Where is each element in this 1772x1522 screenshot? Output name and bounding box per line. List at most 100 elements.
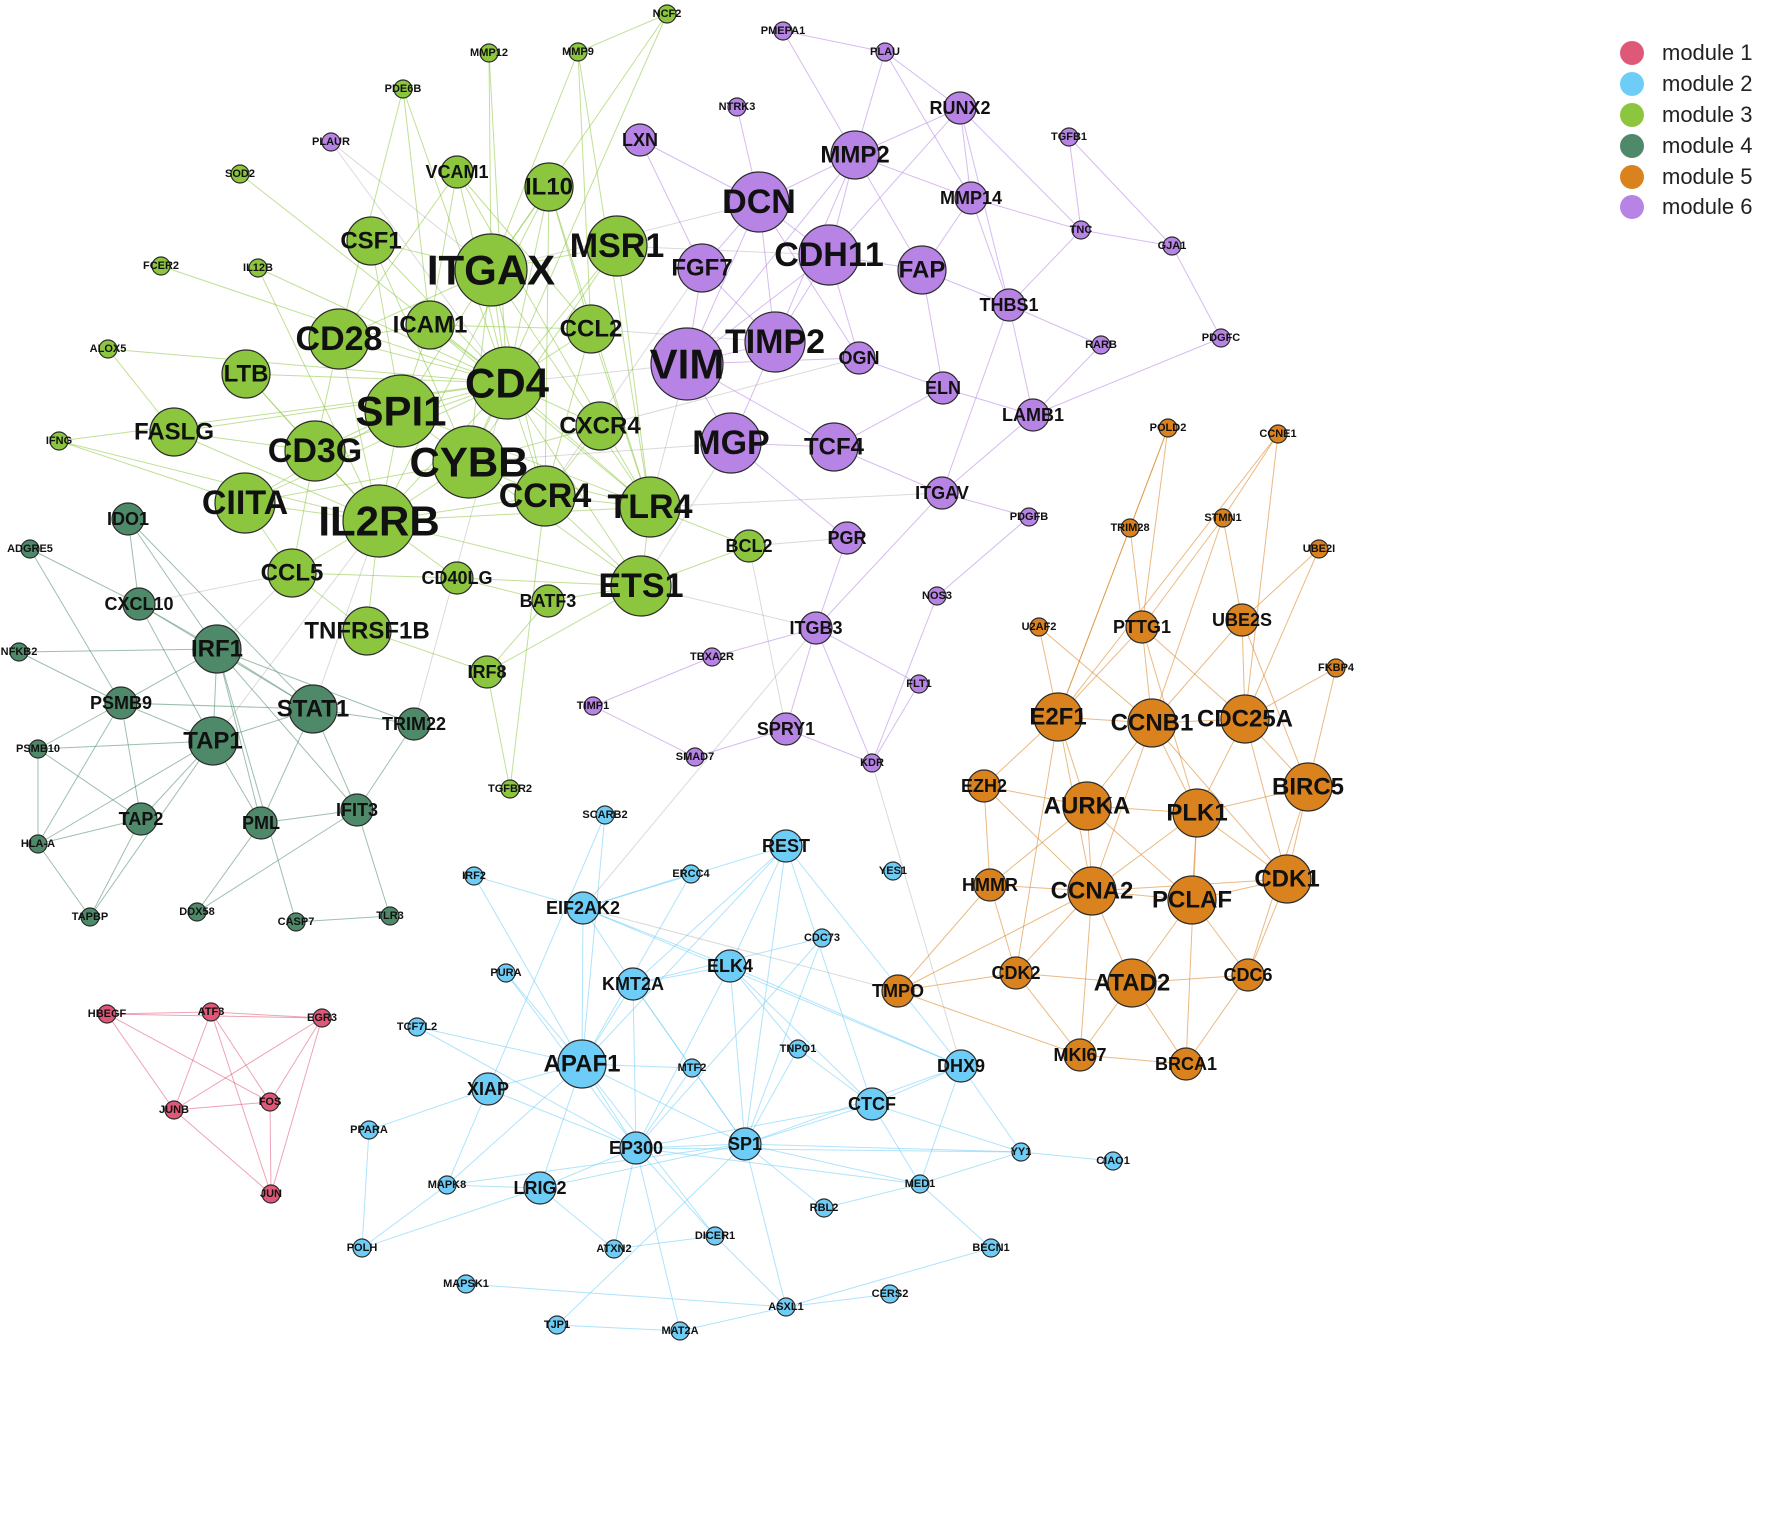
module-legend: module 1 module 2 module 3 module 4 modu… [1620,38,1753,223]
edge-HBEGF-FOS [106,1013,271,1103]
node-circle-TRIM22 [397,707,431,741]
node-circle-EZH2 [967,769,1001,803]
node-circle-THBS1 [992,288,1026,322]
node-IRF8: IRF8 [467,655,507,689]
edge-TNC-THBS1 [1008,229,1082,306]
node-circle-ATXN2 [604,1239,624,1259]
node-circle-TGFB1 [1059,127,1079,147]
node-circle-STMN1 [1213,508,1233,528]
legend-label-module-1: module 1 [1662,40,1753,66]
node-circle-REST [769,829,803,863]
edge-PLAUR-CD4 [330,141,508,384]
edge-PDE6B-ICAM1 [402,88,431,326]
legend-swatch-module-2 [1620,72,1644,97]
edge-TNPO1-SP1 [744,1048,799,1145]
legend-label-module-2: module 2 [1662,71,1753,97]
edge-VCAM1-CD28 [338,171,458,340]
edge-ATF3-EGR3 [210,1011,323,1019]
edge-LAMB1-ITGAV [941,414,1034,494]
edge-SOD2-CD4 [239,173,508,384]
node-GJA1: GJA1 [1158,236,1186,256]
edge-MMP12-CD4 [488,52,508,384]
edge-CCNE1-E2F1 [1057,433,1279,718]
node-circle-KMT2A [616,967,650,1001]
node-MMP2: MMP2 [820,130,890,180]
node-CD40LG: CD40LG [421,561,493,595]
node-CCNE1: CCNE1 [1259,424,1297,444]
edge-MAPSK1-ASXL1 [465,1283,787,1308]
edge-HLA-A-TAPBP [37,843,91,918]
node-TMPO: TMPO [872,974,924,1008]
node-ITGAX: ITGAX [427,233,555,307]
edge-THBS1-RARB [1008,304,1102,346]
node-TNC: TNC [1070,220,1092,240]
node-CERS2: CERS2 [872,1284,908,1304]
legend-label-module-3: module 3 [1662,101,1753,127]
edge-CD4-ETS1 [506,382,642,587]
node-circle-NFKB2 [9,642,29,662]
edge-U2AF2-CCNB1 [1038,626,1153,724]
edge-CDC73-SP1 [744,937,823,1145]
edge-CD4-CIITA [244,382,508,504]
edge-IFNG-CIITA [58,440,246,504]
node-circle-GJA1 [1162,236,1182,256]
node-circle-ELK4 [713,949,747,983]
edge-EP300-SP1 [635,1143,746,1149]
node-circle-TAP2 [124,802,158,836]
node-TLR4: TLR4 [608,476,693,538]
node-circle-PSMB10 [28,739,48,759]
node-LXN: LXN [622,123,658,157]
node-circle-PDGFB [1019,507,1039,527]
edge-VCAM1-CCL2 [456,171,592,330]
node-circle-CCR4 [514,465,576,527]
edge-ADGRE5-PSMB9 [29,548,122,704]
node-TLR3: TLR3 [376,906,404,926]
node-circle-ADGRE5 [20,539,40,559]
node-circle-HBEGF [97,1004,117,1024]
node-circle-CXCL10 [122,587,156,621]
node-circle-TNC [1071,220,1091,240]
node-CDC25A: CDC25A [1197,694,1293,744]
node-circle-DICER1 [705,1226,725,1246]
edge-MSR1-CYBB [468,245,618,463]
node-HLA-A: HLA-A [21,834,55,854]
node-FLT1: FLT1 [906,674,932,694]
node-circle-CD3G [284,420,346,482]
node-NCF2: NCF2 [653,4,681,24]
node-circle-HLA-A [28,834,48,854]
edge-TLR4-IL2RB [378,506,651,522]
node-circle-TRIM28 [1120,518,1140,538]
node-circle-CDH11 [798,224,860,286]
edge-CSF1-CYBB [370,240,470,463]
node-circle-CD40LG [440,561,474,595]
node-circle-IRF1 [192,624,242,674]
edge-IRF2-EIF2AK2 [473,875,584,909]
node-ITGAV: ITGAV [915,476,969,510]
node-ALOX5: ALOX5 [90,339,126,359]
node-circle-PCLAF [1167,875,1217,925]
node-circle-BECN1 [981,1238,1001,1258]
edge-IDO1-IRF1 [127,518,218,650]
node-BATF3: BATF3 [520,584,576,618]
edge-MED1-RBL2 [823,1183,921,1209]
node-CDH11: CDH11 [774,224,884,286]
edge-TCF7L2-APAF1 [416,1026,583,1065]
node-circle-CDK2 [999,956,1033,990]
legend-swatch-module-1 [1620,41,1644,66]
node-TRIM28: TRIM28 [1110,518,1150,538]
node-BIRC5: BIRC5 [1272,762,1344,812]
node-DHX9: DHX9 [937,1049,985,1083]
edge-TCF7L2-EP300 [416,1026,637,1149]
edge-ITGAV-TLR4 [649,492,943,508]
edge-MGP-CYBB [468,442,732,463]
edge-IFNG-IL2RB [58,440,380,522]
node-circle-UBE2I [1309,539,1329,559]
edge-POLH-MAPK8 [361,1184,448,1249]
edge-ITGAX-TLR4 [490,269,651,508]
edge-IRF1-IFIT3 [216,648,358,811]
edge-MAT2A-ASXL1 [679,1306,787,1332]
node-KDR: KDR [860,753,884,773]
edge-REST-ELK4 [729,845,787,967]
node-TRIM22: TRIM22 [382,707,446,741]
edge-E2F1-CDK2 [1015,716,1059,974]
